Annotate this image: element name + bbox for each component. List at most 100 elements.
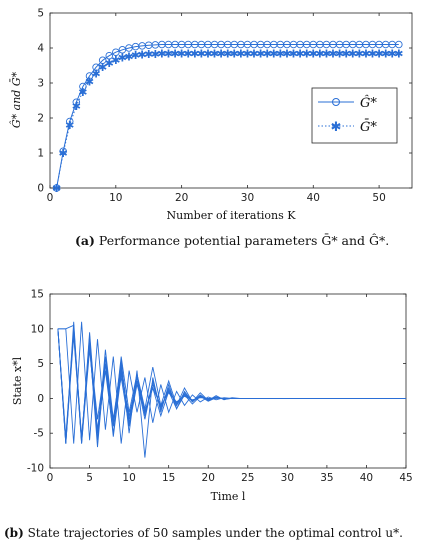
panel-a-xtick-label: 30	[241, 192, 254, 204]
panel-a-ytick-label: 1	[37, 148, 44, 160]
asterisk-marker: ✱	[131, 49, 140, 62]
circle-marker	[65, 117, 74, 126]
asterisk-marker: ✱	[151, 48, 160, 61]
panel-a-xtick-label: 10	[109, 192, 122, 204]
circle-marker	[112, 48, 120, 56]
panel-b-xtick-label: 25	[241, 472, 254, 484]
asterisk-marker: ✱	[388, 47, 397, 60]
panel-b-xtick-label: 40	[360, 472, 373, 484]
panel-b-ytick-label: -10	[27, 463, 44, 475]
caption-b-label: (b)	[4, 526, 24, 540]
panel-a-xtick-label: 0	[47, 192, 54, 204]
asterisk-marker: ✱	[394, 47, 403, 60]
asterisk-marker: ✱	[348, 47, 357, 60]
panel-b-chart: 0 5 10 15 20 25 30 35 40 45 -10 -5 0 5 10 15 Time l Sta…	[11, 289, 413, 504]
asterisk-marker: ✱	[98, 61, 107, 74]
asterisk-marker: ✱	[368, 47, 377, 60]
caption-a-text: Performance potential parameters Ḡ* and …	[94, 233, 390, 248]
panel-b-ytick-label: 15	[31, 289, 44, 301]
asterisk-marker: ✱	[118, 52, 127, 65]
asterisk-marker: ✱	[72, 100, 81, 113]
panel-a-ticks: 0 10 20 30 40 50 0 1 2 3 4 5	[37, 8, 412, 204]
legend-hat-marker	[332, 98, 340, 106]
panel-b-xtick-label: 45	[399, 472, 412, 484]
circle-marker	[105, 51, 113, 60]
asterisk-marker: ✱	[355, 47, 364, 60]
panel-b-xtick-label: 35	[320, 472, 333, 484]
asterisk-marker: ✱	[256, 47, 265, 60]
asterisk-marker: ✱	[374, 47, 383, 60]
asterisk-marker: ✱	[335, 47, 344, 60]
asterisk-marker: ✱	[105, 57, 114, 70]
caption-b: (b) State trajectories of 50 samples und…	[4, 526, 403, 540]
asterisk-marker: ✱	[85, 75, 94, 88]
trajectory-line	[57, 321, 406, 444]
asterisk-marker: ✱	[302, 47, 311, 60]
asterisk-marker: ✱	[263, 47, 272, 60]
legend-bar-marker: ✱	[331, 120, 342, 135]
panel-b-ytick-label: 5	[37, 358, 44, 370]
panel-a-ytick-label: 3	[37, 78, 44, 90]
panel-b-xlabel: Time l	[211, 490, 246, 503]
legend-bar-label: Ḡ*	[360, 119, 377, 135]
asterisk-marker: ✱	[177, 47, 186, 60]
asterisk-marker: ✱	[78, 86, 87, 99]
series-line-bar	[56, 52, 399, 189]
asterisk-marker: ✱	[243, 47, 252, 60]
circle-marker	[395, 40, 403, 49]
panel-b-series	[57, 321, 406, 458]
asterisk-marker: ✱	[315, 47, 324, 60]
asterisk-marker: ✱	[65, 119, 74, 132]
legend-hat-label: Ĝ*	[360, 94, 377, 111]
asterisk-marker: ✱	[361, 47, 370, 60]
asterisk-marker: ✱	[52, 182, 61, 195]
panel-b-ytick-label: 10	[31, 323, 44, 335]
asterisk-marker: ✱	[190, 47, 199, 60]
asterisk-marker: ✱	[157, 47, 166, 60]
asterisk-marker: ✱	[164, 47, 173, 60]
circle-marker	[98, 56, 107, 65]
asterisk-marker: ✱	[138, 49, 147, 62]
asterisk-marker: ✱	[210, 47, 219, 60]
asterisk-marker: ✱	[184, 47, 193, 60]
caption-a: (a) Performance potential parameters Ḡ* …	[75, 233, 389, 248]
series-line-hat	[56, 44, 399, 189]
panel-a-xtick-label: 20	[175, 192, 188, 204]
panel-a-series: ✱✱✱✱✱✱✱✱✱✱✱✱✱✱✱✱✱✱✱✱✱✱✱✱✱✱✱✱✱✱✱✱✱✱✱✱✱✱✱✱…	[52, 40, 403, 195]
panel-a-xtick-label: 50	[372, 192, 385, 204]
asterisk-marker: ✱	[197, 47, 206, 60]
caption-a-label: (a)	[75, 233, 95, 248]
asterisk-marker: ✱	[223, 47, 232, 60]
panel-a-xlabel: Number of iterations K	[167, 209, 297, 222]
asterisk-marker: ✱	[282, 47, 291, 60]
asterisk-marker: ✱	[342, 47, 351, 60]
asterisk-marker: ✱	[249, 47, 258, 60]
asterisk-marker: ✱	[111, 54, 120, 67]
panel-a-ytick-label: 5	[37, 8, 44, 20]
asterisk-marker: ✱	[381, 47, 390, 60]
caption-b-text: State trajectories of 50 samples under t…	[23, 526, 403, 540]
panel-a-ytick-label: 4	[37, 43, 44, 55]
circle-marker	[52, 184, 61, 192]
circle-marker	[59, 147, 67, 155]
asterisk-marker: ✱	[170, 47, 179, 60]
panel-a-legend: Ĝ* ✱ Ḡ*	[311, 87, 398, 144]
panel-b-ylabel: State x*l	[11, 356, 24, 405]
panel-a-ytick-label: 0	[37, 183, 44, 195]
asterisk-marker: ✱	[217, 47, 226, 60]
panel-b-xtick-label: 15	[162, 472, 175, 484]
panel-b-xtick-label: 10	[122, 472, 135, 484]
panel-a-ytick-label: 2	[37, 113, 44, 125]
legend-box	[311, 87, 398, 144]
asterisk-marker: ✱	[269, 47, 278, 60]
asterisk-marker: ✱	[295, 47, 304, 60]
asterisk-marker: ✱	[322, 47, 331, 60]
panel-b-ytick-label: 0	[37, 393, 44, 405]
panel-b-xtick-label: 0	[47, 472, 54, 484]
asterisk-marker: ✱	[276, 47, 285, 60]
asterisk-marker: ✱	[124, 50, 133, 63]
asterisk-marker: ✱	[59, 147, 68, 160]
panel-b-xtick-label: 30	[281, 472, 294, 484]
